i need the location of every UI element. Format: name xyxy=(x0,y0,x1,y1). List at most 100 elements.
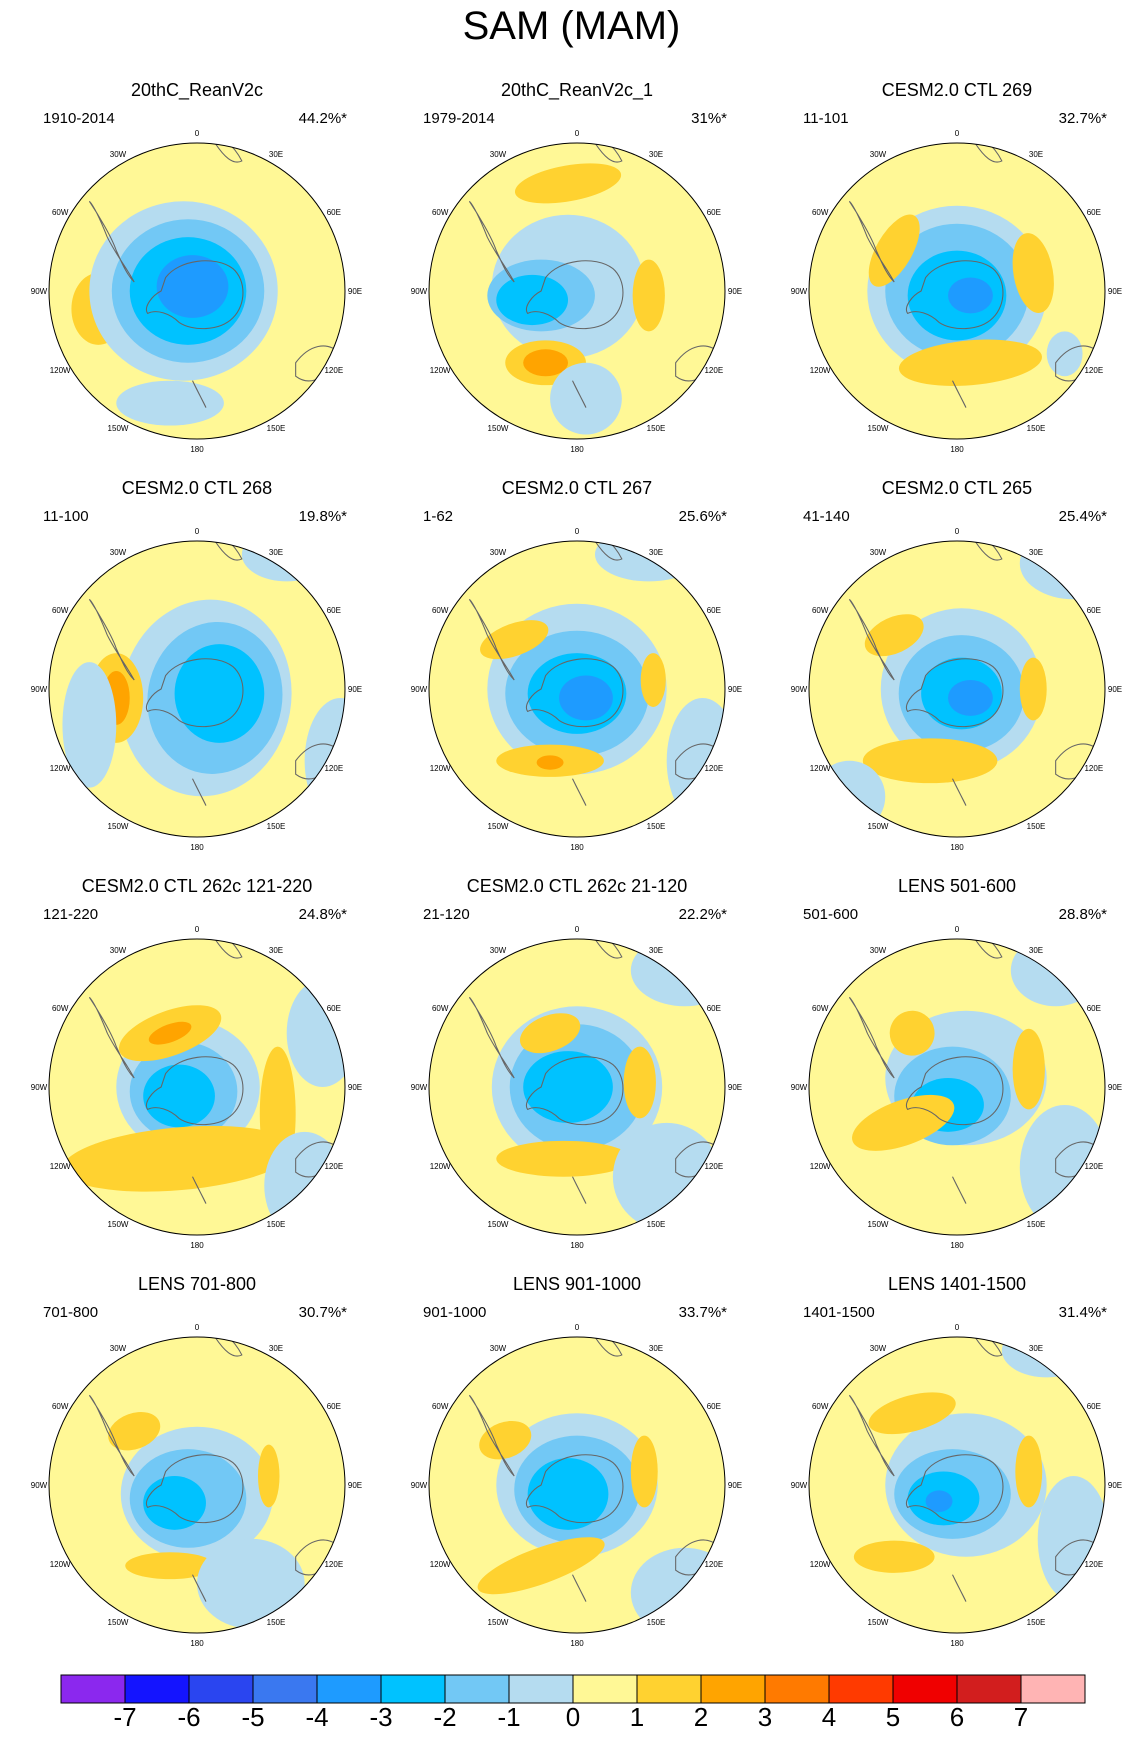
panel-variance-percent: 31%* xyxy=(691,110,727,127)
coastline xyxy=(906,260,1004,330)
map-panel: 20thC_ReanV2c 1910-2014 44.2%* 0 30E 60E 90E 12… xyxy=(17,80,377,475)
longitude-label: 120E xyxy=(704,1162,723,1171)
map-panel: 20thC_ReanV2c_1 1979-2014 31%* 0 30E 60E 90E 12… xyxy=(397,80,757,475)
map-border xyxy=(428,540,726,838)
longitude-label: 30E xyxy=(269,1344,283,1353)
polar-map: 0 30E 60E 90E 120E 150E 180 150W 120W 90W 60W 30W xyxy=(791,925,1122,1250)
longitude-label: 90W xyxy=(411,1083,428,1092)
longitude-label: 150E xyxy=(1027,1220,1046,1229)
map-panel: LENS 501-600 501-600 28.8%* 0 30E 60E 90E 120E 1… xyxy=(777,876,1137,1271)
coastline xyxy=(146,1454,244,1524)
longitude-label: 30E xyxy=(1029,946,1043,955)
colorbar-tick-label: -5 xyxy=(241,1702,265,1732)
longitude-label: 120W xyxy=(50,366,71,375)
longitude-label: 30W xyxy=(490,150,507,159)
coastline xyxy=(468,598,515,681)
longitude-label: 150E xyxy=(647,822,666,831)
map-panel: LENS 1401-1500 1401-1500 31.4%* 0 30E 60E 90E 1… xyxy=(777,1274,1137,1669)
longitude-label: 120W xyxy=(430,764,451,773)
colorbar-tick-label: 2 xyxy=(693,1702,709,1732)
longitude-label: 60W xyxy=(52,208,69,217)
panel-period: 901-1000 xyxy=(423,1304,487,1321)
coastline xyxy=(848,1394,895,1477)
longitude-label: 150W xyxy=(108,1220,129,1229)
coastline xyxy=(146,260,244,330)
longitude-label: 180 xyxy=(950,1639,964,1648)
coastline xyxy=(848,598,895,681)
polar-map: 0 30E 60E 90E 120E 150E 180 150W 120W 90W 60W 30W xyxy=(31,129,362,454)
longitude-label: 30W xyxy=(490,946,507,955)
coastline xyxy=(88,200,135,283)
panel-title: 20thC_ReanV2c xyxy=(130,80,264,100)
longitude-label: 150E xyxy=(267,1618,286,1627)
longitude-label: 30E xyxy=(1029,1344,1043,1353)
longitude-label: 30E xyxy=(649,1344,663,1353)
longitude-label: 30W xyxy=(110,946,127,955)
map-border xyxy=(808,1336,1106,1634)
contour-region xyxy=(286,979,345,1088)
coastline xyxy=(146,1056,244,1126)
longitude-label: 60E xyxy=(707,1004,721,1013)
longitude-label: 90W xyxy=(31,1481,48,1490)
contour-region xyxy=(898,339,1042,386)
contour-region xyxy=(143,1476,206,1530)
coastline xyxy=(468,996,515,1079)
longitude-label: 0 xyxy=(575,527,580,536)
contour-region xyxy=(612,1122,721,1231)
longitude-label: 30W xyxy=(490,548,507,557)
contour-region xyxy=(477,1537,605,1595)
coastline xyxy=(192,380,207,408)
colorbar-segment xyxy=(188,1674,254,1704)
contour-region xyxy=(148,1021,192,1045)
longitude-label: 30E xyxy=(269,150,283,159)
longitude-label: 90E xyxy=(728,287,742,296)
longitude-label: 150E xyxy=(1027,822,1046,831)
longitude-label: 120E xyxy=(324,1162,343,1171)
panel-variance-percent: 33.7%* xyxy=(678,1304,727,1321)
coastline xyxy=(572,778,587,806)
longitude-label: 120W xyxy=(810,1560,831,1569)
colorbar-segment xyxy=(508,1674,574,1704)
contour-region xyxy=(889,1010,935,1056)
contour-region xyxy=(536,755,564,770)
longitude-label: 150E xyxy=(647,424,666,433)
contour-region xyxy=(948,680,993,716)
longitude-label: 60W xyxy=(52,1004,69,1013)
coastline xyxy=(468,1394,515,1477)
contour-region xyxy=(630,939,725,1007)
coastline xyxy=(526,658,624,728)
longitude-label: 150E xyxy=(267,1220,286,1229)
longitude-label: 150W xyxy=(868,1220,889,1229)
colorbar-segment xyxy=(60,1674,126,1704)
longitude-label: 60E xyxy=(1087,208,1101,217)
colorbar xyxy=(60,1674,1086,1709)
polar-map: 0 30E 60E 90E 120E 150E 180 150W 120W 90W 60W 30W xyxy=(791,527,1122,852)
longitude-label: 120W xyxy=(50,764,71,773)
longitude-label: 60W xyxy=(432,208,449,217)
longitude-label: 90E xyxy=(1108,1083,1122,1092)
colorbar-tick-label: 7 xyxy=(1013,1702,1029,1732)
panel-period: 21-120 xyxy=(423,906,470,923)
longitude-label: 150W xyxy=(868,424,889,433)
contour-region xyxy=(868,214,920,287)
longitude-label: 90E xyxy=(348,1481,362,1490)
longitude-label: 150E xyxy=(647,1618,666,1627)
coastline xyxy=(906,1056,1004,1126)
coastline xyxy=(468,200,515,283)
map-border xyxy=(808,540,1106,838)
polar-map: 0 30E 60E 90E 120E 150E 180 150W 120W 90W 60W 30W xyxy=(31,527,362,852)
coastline xyxy=(572,1176,587,1204)
contour-region xyxy=(241,541,332,582)
longitude-label: 90W xyxy=(791,287,808,296)
colorbar-tick-label: 5 xyxy=(885,1702,901,1732)
longitude-label: 0 xyxy=(955,527,960,536)
longitude-label: 150E xyxy=(647,1220,666,1229)
coastline xyxy=(146,658,244,728)
longitude-label: 60E xyxy=(1087,1402,1101,1411)
longitude-label: 120W xyxy=(810,1162,831,1171)
colorbar-svg xyxy=(60,1674,1086,1704)
contour-region xyxy=(868,1392,956,1435)
longitude-label: 150W xyxy=(108,1618,129,1627)
colorbar-segment xyxy=(828,1674,894,1704)
map-panel: CESM2.0 CTL 269 11-101 32.7%* 0 30E 60E 90E 120… xyxy=(777,80,1137,475)
